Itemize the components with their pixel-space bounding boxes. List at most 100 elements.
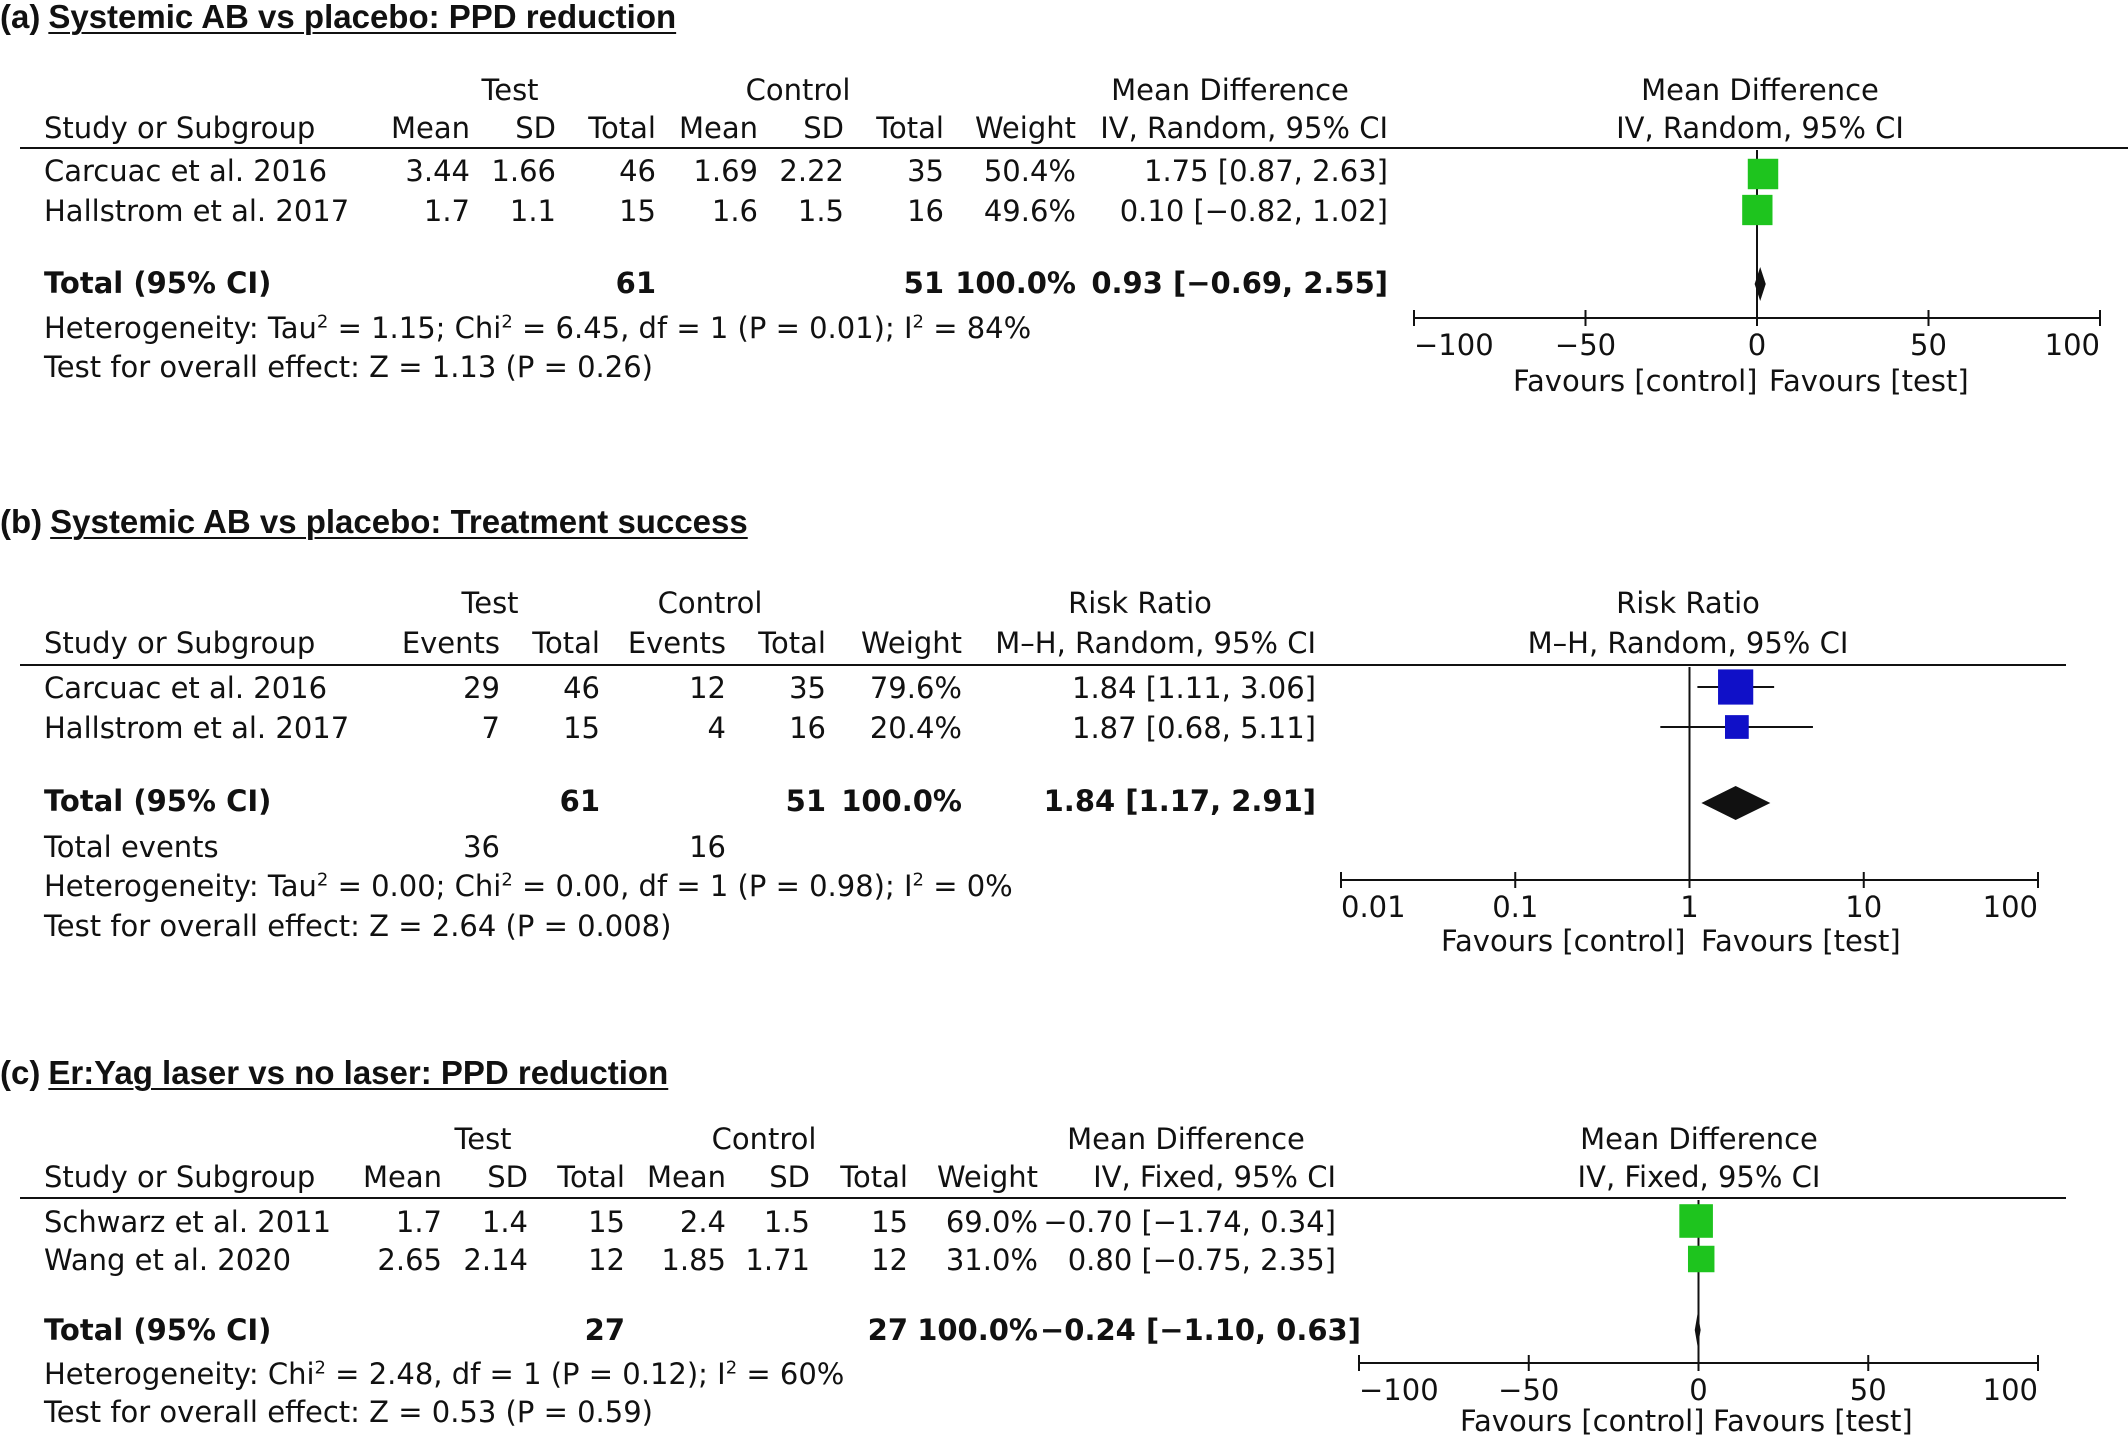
cell: 29 — [463, 671, 500, 705]
total-ci: −0.24 [−1.10, 0.63] — [1040, 1313, 1361, 1347]
cell: 4 — [707, 711, 726, 745]
forest-plot-b: 0.01 0.1 1 10 100 — [1340, 667, 2039, 924]
overall-effect-note: Test for overall effect: Z = 2.64 (P = 0… — [44, 909, 672, 943]
cell: 2.4 — [679, 1205, 726, 1239]
x-tick-label: 0 — [1748, 328, 1766, 362]
heterogeneity-note: Heterogeneity: Tau2 = 1.15; Chi2 = 6.45,… — [44, 311, 1032, 345]
cell: 1.7 — [423, 194, 470, 228]
cell: 1.1 — [509, 194, 556, 228]
col-weight: Weight — [974, 111, 1076, 145]
col-test-sd: SD — [487, 1160, 528, 1194]
panel-title: (b) Systemic AB vs placebo: Treatment suc… — [0, 503, 748, 541]
col-weight: Weight — [936, 1160, 1038, 1194]
header-effect: Mean Difference — [1067, 1122, 1305, 1156]
favours-control-label: Favours [control] — [1460, 1404, 1705, 1438]
col-control-total: Total — [840, 1160, 908, 1194]
total-label: Total (95% CI) — [44, 266, 272, 300]
cell: 15 — [871, 1205, 908, 1239]
cell: 1.75 [0.87, 2.63] — [1144, 154, 1388, 188]
forest-plot-a: −100 −50 0 50 100 — [1413, 150, 2101, 362]
total-control: 51 — [785, 784, 826, 818]
study-marker — [1718, 669, 1754, 705]
col-control-sd: SD — [769, 1160, 810, 1194]
col-study: Study or Subgroup — [44, 626, 316, 660]
header-test: Test — [481, 73, 539, 107]
header-test: Test — [454, 1122, 512, 1156]
cell: 12 — [871, 1243, 908, 1277]
x-tick-label: 0 — [1689, 1373, 1707, 1407]
total-control: 27 — [867, 1313, 908, 1347]
cell: 16 — [907, 194, 944, 228]
col-control-total: Total — [758, 626, 826, 660]
col-test-total: Total — [532, 626, 600, 660]
cell: 16 — [789, 711, 826, 745]
x-tick-label: 10 — [1845, 890, 1882, 924]
cell: 1.69 — [693, 154, 758, 188]
panel-title-text: Systemic AB vs placebo: Treatment succes… — [50, 503, 748, 540]
study-marker — [1747, 158, 1779, 190]
cell: 7 — [481, 711, 500, 745]
study-name: Hallstrom et al. 2017 — [44, 194, 350, 228]
total-ci: 0.93 [−0.69, 2.55] — [1091, 266, 1388, 300]
cell: 0.80 [−0.75, 2.35] — [1067, 1243, 1336, 1277]
cell: 0.10 [−0.82, 1.02] — [1119, 194, 1388, 228]
x-tick-label: 50 — [1910, 328, 1947, 362]
study-name: Hallstrom et al. 2017 — [44, 711, 350, 745]
header-effect: Risk Ratio — [1068, 586, 1212, 620]
cell: 1.5 — [763, 1205, 810, 1239]
study-name: Carcuac et al. 2016 — [44, 154, 328, 188]
col-ci: IV, Fixed, 95% CI — [1093, 1160, 1336, 1194]
col-control-events: Events — [627, 626, 726, 660]
events-label: Total events — [44, 830, 219, 864]
col-plot-method: IV, Random, 95% CI — [1616, 111, 1904, 145]
favours-control-label: Favours [control] — [1513, 364, 1758, 398]
cell: 15 — [563, 711, 600, 745]
study-marker — [1742, 194, 1773, 226]
total-label: Total (95% CI) — [44, 784, 272, 818]
cell: 3.44 — [405, 154, 470, 188]
cell: 1.7 — [395, 1205, 442, 1239]
study-name: Wang et al. 2020 — [44, 1243, 292, 1277]
col-ci: IV, Random, 95% CI — [1100, 111, 1388, 145]
total-test: 61 — [615, 266, 656, 300]
favours-test-label: Favours [test] — [1713, 1404, 1913, 1438]
panel-title: (a) Systemic AB vs placebo: PPD reduction — [0, 0, 676, 36]
cell: 20.4% — [869, 711, 962, 745]
panel-title-text: Er:Yag laser vs no laser: PPD reduction — [48, 1054, 669, 1091]
header-effect: Mean Difference — [1111, 73, 1349, 107]
col-test-sd: SD — [515, 111, 556, 145]
heterogeneity-note: Heterogeneity: Tau2 = 0.00; Chi2 = 0.00,… — [44, 869, 1013, 903]
overall-effect-note: Test for overall effect: Z = 0.53 (P = 0… — [44, 1395, 653, 1429]
cell: 49.6% — [983, 194, 1076, 228]
study-name: Schwarz et al. 2011 — [44, 1205, 332, 1239]
cell: 1.71 — [745, 1243, 810, 1277]
cell: 79.6% — [869, 671, 962, 705]
x-tick-label: −100 — [1414, 328, 1494, 362]
panel-label: (c) — [0, 1054, 41, 1091]
pooled-diamond — [1754, 267, 1766, 301]
x-tick-label: 100 — [1983, 890, 2038, 924]
cell: 12 — [689, 671, 726, 705]
cell: 1.87 [0.68, 5.11] — [1072, 711, 1316, 745]
x-tick-label: 0.1 — [1492, 890, 1538, 924]
pooled-diamond — [1694, 1313, 1701, 1347]
cell: 1.4 — [481, 1205, 528, 1239]
cell: 35 — [789, 671, 826, 705]
x-tick-label: −100 — [1359, 1373, 1439, 1407]
favours-test-label: Favours [test] — [1769, 364, 1969, 398]
header-plot-effect: Risk Ratio — [1616, 586, 1760, 620]
cell: 1.85 — [661, 1243, 726, 1277]
total-weight: 100.0% — [955, 266, 1076, 300]
col-test-total: Total — [557, 1160, 625, 1194]
x-tick-label: 0.01 — [1341, 890, 1406, 924]
col-test-mean: Mean — [362, 1160, 442, 1194]
header-plot-effect: Mean Difference — [1641, 73, 1879, 107]
events-test: 36 — [463, 830, 500, 864]
overall-effect-note: Test for overall effect: Z = 1.13 (P = 0… — [44, 350, 653, 384]
x-tick-label: −50 — [1555, 328, 1616, 362]
header-control: Control — [745, 73, 851, 107]
panel-title: (c) Er:Yag laser vs no laser: PPD reducti… — [0, 1054, 668, 1092]
header-rule — [20, 147, 2128, 149]
total-control: 51 — [903, 266, 944, 300]
cell: 1.84 [1.11, 3.06] — [1072, 671, 1316, 705]
